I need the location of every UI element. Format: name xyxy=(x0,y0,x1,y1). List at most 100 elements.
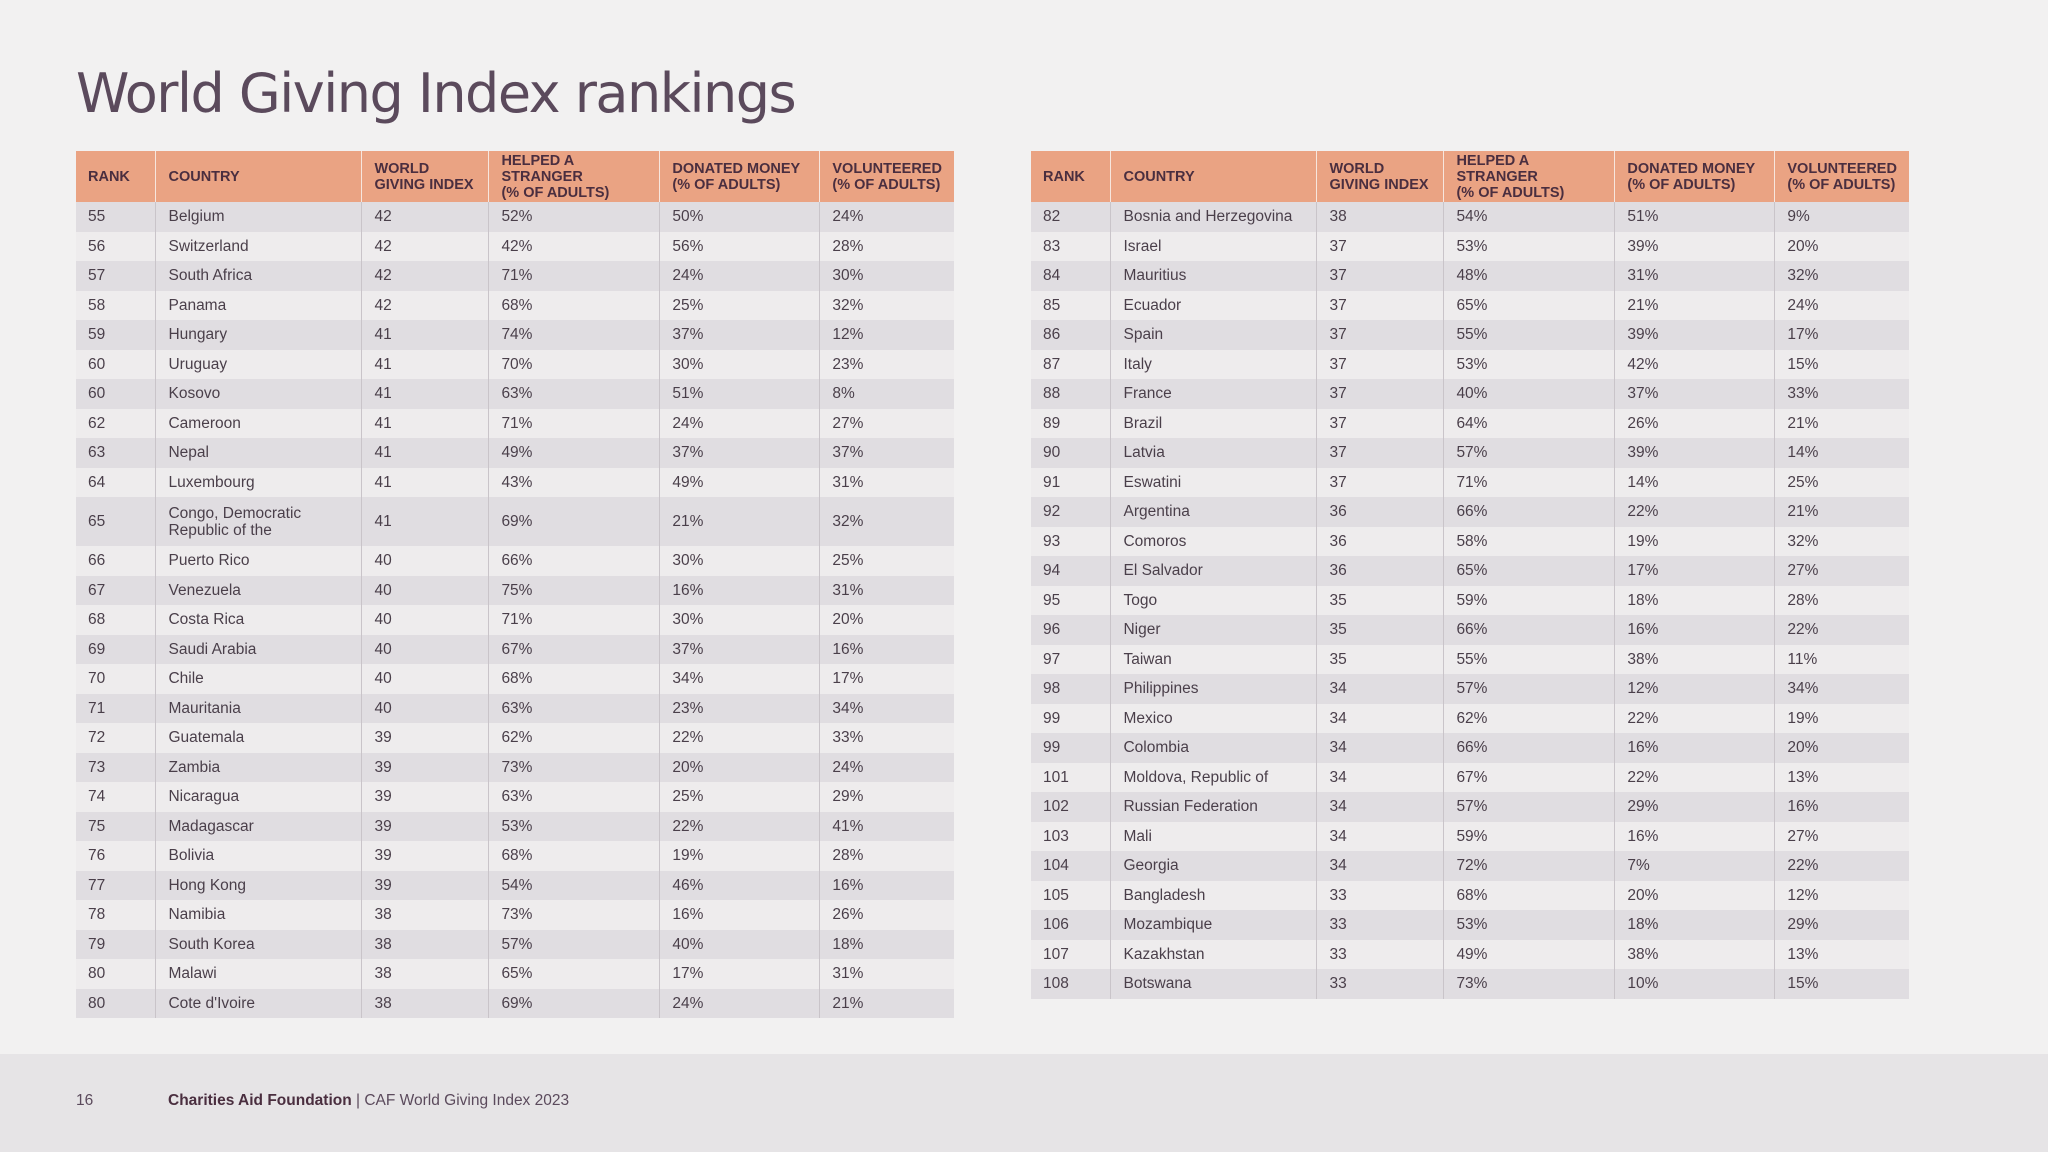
cell-donated-money: 16% xyxy=(1614,821,1775,851)
cell-volunteered: 34% xyxy=(819,693,954,723)
cell-helped-stranger: 62% xyxy=(488,723,660,753)
cell-rank: 74 xyxy=(76,782,156,812)
table-row: 79 South Korea 38 57% 40% 18% xyxy=(76,929,954,959)
cell-donated-money: 20% xyxy=(1614,880,1775,910)
cell-helped-stranger: 66% xyxy=(488,546,660,576)
cell-donated-money: 21% xyxy=(1614,290,1775,320)
cell-world-giving-index: 42 xyxy=(361,231,489,261)
cell-donated-money: 25% xyxy=(659,782,820,812)
cell-donated-money: 24% xyxy=(659,261,820,291)
cell-volunteered: 18% xyxy=(819,929,954,959)
cell-country: Zambia xyxy=(155,752,362,782)
cell-donated-money: 20% xyxy=(659,752,820,782)
table-row: 83 Israel 37 53% 39% 20% xyxy=(1031,231,1909,261)
table-row: 63 Nepal 41 49% 37% 37% xyxy=(76,438,954,468)
table-row: 90 Latvia 37 57% 39% 14% xyxy=(1031,438,1909,468)
cell-country: Latvia xyxy=(1110,438,1317,468)
table-row: 57 South Africa 42 71% 24% 30% xyxy=(76,261,954,291)
cell-country: Russian Federation xyxy=(1110,792,1317,822)
cell-world-giving-index: 37 xyxy=(1316,408,1444,438)
cell-donated-money: 38% xyxy=(1614,939,1775,969)
cell-country: Chile xyxy=(155,664,362,694)
cell-world-giving-index: 38 xyxy=(361,959,489,989)
cell-donated-money: 19% xyxy=(1614,526,1775,556)
cell-rank: 67 xyxy=(76,575,156,605)
table-row: 97 Taiwan 35 55% 38% 11% xyxy=(1031,644,1909,674)
cell-helped-stranger: 62% xyxy=(1443,703,1615,733)
cell-country: Mozambique xyxy=(1110,910,1317,940)
cell-world-giving-index: 38 xyxy=(361,900,489,930)
cell-world-giving-index: 37 xyxy=(1316,290,1444,320)
cell-helped-stranger: 68% xyxy=(488,664,660,694)
cell-volunteered: 24% xyxy=(819,752,954,782)
cell-helped-stranger: 57% xyxy=(488,929,660,959)
page-number: 16 xyxy=(76,1092,94,1109)
cell-world-giving-index: 35 xyxy=(1316,644,1444,674)
cell-country: Argentina xyxy=(1110,497,1317,527)
cell-country: Philippines xyxy=(1110,674,1317,704)
cell-rank: 108 xyxy=(1031,969,1111,999)
cell-world-giving-index: 39 xyxy=(361,752,489,782)
cell-country: Moldova, Republic of xyxy=(1110,762,1317,792)
cell-volunteered: 12% xyxy=(819,320,954,350)
cell-helped-stranger: 57% xyxy=(1443,792,1615,822)
cell-helped-stranger: 58% xyxy=(1443,526,1615,556)
cell-volunteered: 13% xyxy=(1774,939,1909,969)
table-row: 85 Ecuador 37 65% 21% 24% xyxy=(1031,290,1909,320)
cell-donated-money: 22% xyxy=(1614,497,1775,527)
cell-world-giving-index: 39 xyxy=(361,870,489,900)
cell-volunteered: 28% xyxy=(819,231,954,261)
cell-world-giving-index: 40 xyxy=(361,693,489,723)
cell-donated-money: 38% xyxy=(1614,644,1775,674)
cell-world-giving-index: 37 xyxy=(1316,320,1444,350)
table-row: 78 Namibia 38 73% 16% 26% xyxy=(76,900,954,930)
header-rank: RANK xyxy=(1031,151,1111,202)
cell-country: Eswatini xyxy=(1110,467,1317,497)
cell-world-giving-index: 35 xyxy=(1316,585,1444,615)
cell-helped-stranger: 65% xyxy=(1443,556,1615,586)
cell-world-giving-index: 41 xyxy=(361,349,489,379)
cell-rank: 57 xyxy=(76,261,156,291)
cell-helped-stranger: 70% xyxy=(488,349,660,379)
cell-donated-money: 26% xyxy=(1614,408,1775,438)
cell-volunteered: 20% xyxy=(1774,733,1909,763)
table-row: 65 Congo, Democratic Republic of the 41 69%… xyxy=(76,497,954,546)
cell-volunteered: 8% xyxy=(819,379,954,409)
table-row: 56 Switzerland 42 42% 56% 28% xyxy=(76,231,954,261)
cell-world-giving-index: 36 xyxy=(1316,526,1444,556)
cell-helped-stranger: 71% xyxy=(488,261,660,291)
cell-volunteered: 29% xyxy=(819,782,954,812)
cell-rank: 99 xyxy=(1031,703,1111,733)
cell-volunteered: 21% xyxy=(819,988,954,1018)
cell-donated-money: 40% xyxy=(659,929,820,959)
cell-country: El Salvador xyxy=(1110,556,1317,586)
cell-helped-stranger: 66% xyxy=(1443,615,1615,645)
cell-rank: 99 xyxy=(1031,733,1111,763)
cell-volunteered: 25% xyxy=(819,546,954,576)
cell-rank: 95 xyxy=(1031,585,1111,615)
table-row: 93 Comoros 36 58% 19% 32% xyxy=(1031,526,1909,556)
cell-helped-stranger: 66% xyxy=(1443,497,1615,527)
cell-rank: 94 xyxy=(1031,556,1111,586)
table-row: 66 Puerto Rico 40 66% 30% 25% xyxy=(76,546,954,576)
cell-volunteered: 27% xyxy=(819,408,954,438)
cell-helped-stranger: 52% xyxy=(488,202,660,232)
cell-world-giving-index: 41 xyxy=(361,320,489,350)
cell-rank: 96 xyxy=(1031,615,1111,645)
table-row: 58 Panama 42 68% 25% 32% xyxy=(76,290,954,320)
cell-country: Bangladesh xyxy=(1110,880,1317,910)
cell-donated-money: 18% xyxy=(1614,585,1775,615)
table-row: 71 Mauritania 40 63% 23% 34% xyxy=(76,693,954,723)
cell-country: Mauritius xyxy=(1110,261,1317,291)
cell-world-giving-index: 33 xyxy=(1316,939,1444,969)
cell-rank: 84 xyxy=(1031,261,1111,291)
cell-volunteered: 11% xyxy=(1774,644,1909,674)
cell-rank: 82 xyxy=(1031,202,1111,232)
table-row: 94 El Salvador 36 65% 17% 27% xyxy=(1031,556,1909,586)
cell-volunteered: 41% xyxy=(819,811,954,841)
cell-country: Niger xyxy=(1110,615,1317,645)
cell-volunteered: 33% xyxy=(1774,379,1909,409)
cell-helped-stranger: 53% xyxy=(1443,910,1615,940)
cell-donated-money: 39% xyxy=(1614,320,1775,350)
cell-volunteered: 33% xyxy=(819,723,954,753)
